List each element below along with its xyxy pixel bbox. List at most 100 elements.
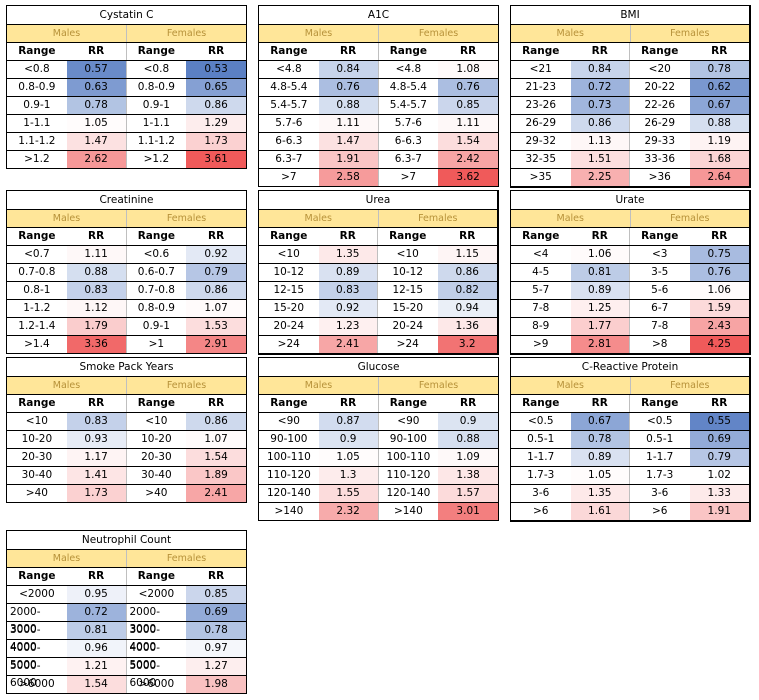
table-row: >140 2.32 >140 3.01 xyxy=(259,502,498,520)
female-rr: 1.68 xyxy=(689,151,749,168)
male-range: 110-120 xyxy=(266,469,311,481)
male-rr: 1.35 xyxy=(318,246,378,263)
table-row: <2000 0.95 <2000 0.85 xyxy=(7,585,246,603)
female-rr: 0.86 xyxy=(437,264,497,281)
rr-header: RR xyxy=(571,228,630,245)
male-range: 12-15 xyxy=(273,284,304,296)
female-range: 30-40 xyxy=(141,469,172,481)
male-range: 6-6.3 xyxy=(275,135,303,147)
column-header-row: Range RR Range RR xyxy=(7,394,246,412)
female-range: <2000 xyxy=(138,588,175,600)
female-range: <0.8 xyxy=(143,63,170,75)
male-range: >40 xyxy=(25,487,48,499)
males-header: Males xyxy=(7,550,127,567)
male-rr: 0.81 xyxy=(66,622,127,639)
range-header: Range xyxy=(641,230,679,242)
male-range: >1.2 xyxy=(24,153,50,165)
table-title: Glucose xyxy=(357,361,400,373)
table-title-row: Neutrophil Count xyxy=(7,531,246,549)
female-rr: 1.27 xyxy=(186,658,246,675)
male-rr: 0.72 xyxy=(66,604,127,621)
male-range: 5-7 xyxy=(532,284,550,296)
sex-header-row: Males Females xyxy=(511,376,749,394)
table-row: 7-8 1.25 6-7 1.59 xyxy=(511,299,749,317)
female-rr: 0.85 xyxy=(438,97,498,114)
female-range: 0.6-0.7 xyxy=(137,266,175,278)
sex-header-row: Males Females xyxy=(259,376,498,394)
female-rr: 0.78 xyxy=(186,622,246,639)
females-header: Females xyxy=(418,28,459,39)
female-rr: 3.2 xyxy=(437,336,497,353)
female-range: 1-1.1 xyxy=(142,117,170,129)
male-range: >1.4 xyxy=(24,338,50,350)
column-header-row: Range RR Range RR xyxy=(7,42,246,60)
male-rr: 1.05 xyxy=(66,115,127,132)
female-rr: 1.98 xyxy=(186,676,246,693)
female-range: 10-12 xyxy=(392,266,423,278)
female-range: 0.9-1 xyxy=(142,320,170,332)
rr-header: RR xyxy=(208,397,225,409)
female-range: 90-100 xyxy=(389,433,427,445)
male-rr: 0.88 xyxy=(66,264,127,281)
sex-header-row: Males Females xyxy=(259,209,497,227)
male-range: 120-140 xyxy=(266,487,311,499)
male-rr: 1.23 xyxy=(318,318,378,335)
table-row: 8-9 1.77 7-8 2.43 xyxy=(511,317,749,335)
female-rr: 1.54 xyxy=(438,133,498,150)
female-range: >6 xyxy=(652,505,668,517)
range-header: Range xyxy=(389,397,428,409)
female-range: 1.1-1.2 xyxy=(137,135,175,147)
female-range: <3 xyxy=(652,248,668,260)
males-header: Males xyxy=(7,210,127,227)
female-range: 5-6 xyxy=(651,284,669,296)
male-range: 1-1.2 xyxy=(23,302,51,314)
female-range: 0.5-1 xyxy=(646,433,674,445)
male-range: >6 xyxy=(533,505,549,517)
female-range: <90 xyxy=(397,415,420,427)
table-row: 4000-5000 0.96 4000-5000 0.97 xyxy=(7,639,246,671)
male-rr: 1.35 xyxy=(570,485,630,502)
males-header: Males xyxy=(7,377,127,394)
range-header: Range xyxy=(270,230,308,242)
range-header: Range xyxy=(137,230,176,242)
male-range: <4 xyxy=(533,248,549,260)
table-row: 5-7 0.89 5-6 1.06 xyxy=(511,281,749,299)
female-rr: 1.02 xyxy=(689,467,749,484)
table-row: <10 0.83 <10 0.86 xyxy=(7,412,246,430)
male-rr: 1.91 xyxy=(318,151,379,168)
male-rr: 1.51 xyxy=(570,151,630,168)
male-rr: 1.13 xyxy=(570,133,630,150)
rr-header: RR xyxy=(711,230,728,242)
female-rr: 0.76 xyxy=(438,79,498,96)
male-rr: 0.73 xyxy=(570,97,630,114)
female-rr: 1.73 xyxy=(186,133,246,150)
female-range: 100-110 xyxy=(386,451,431,463)
rr-header: RR xyxy=(711,397,728,409)
male-range: <0.5 xyxy=(528,415,554,427)
male-range: 32-35 xyxy=(525,153,556,165)
male-range: 23-26 xyxy=(525,99,556,111)
male-range: 90-100 xyxy=(270,433,308,445)
table-row: >1.2 2.62 >1.2 3.61 xyxy=(7,150,246,168)
female-range: >8 xyxy=(652,338,668,350)
female-rr: 2.64 xyxy=(689,169,749,186)
table-title: C-Reactive Protein xyxy=(581,361,679,373)
table-title: Creatinine xyxy=(99,194,154,206)
range-header: Range xyxy=(18,570,56,582)
male-rr: 1.11 xyxy=(66,246,127,263)
female-rr: 0.79 xyxy=(689,449,749,466)
male-rr: 2.62 xyxy=(66,151,127,168)
female-range: 120-140 xyxy=(386,487,431,499)
female-rr: 1.38 xyxy=(438,467,498,484)
female-rr: 0.86 xyxy=(186,282,246,299)
sex-header-row: Males Females xyxy=(7,209,246,227)
rr-table: Smoke Pack Years Males Females Range RR Range… xyxy=(6,357,247,503)
female-rr: 1.19 xyxy=(689,133,749,150)
male-range: 3000-4000 xyxy=(10,624,41,653)
table-row: 3-6 1.35 3-6 1.33 xyxy=(511,484,749,502)
table-row: 110-120 1.3 110-120 1.38 xyxy=(259,466,498,484)
female-rr: 0.86 xyxy=(186,413,246,430)
male-range: >9 xyxy=(533,338,549,350)
female-range: >7 xyxy=(400,171,417,183)
male-range: >35 xyxy=(529,171,552,183)
